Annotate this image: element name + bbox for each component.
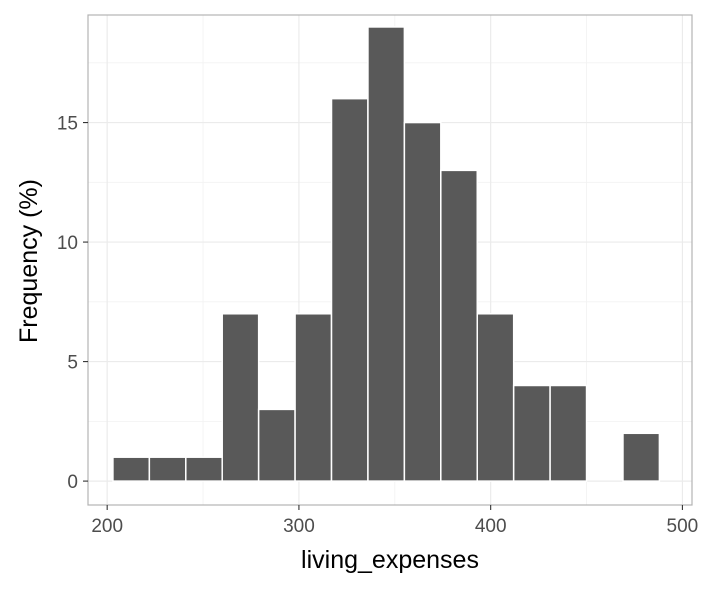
x-tick-label: 400 (475, 516, 507, 537)
axes: 200 300 400 500 0 5 10 15 (57, 114, 698, 537)
histogram-bar (367, 26, 406, 482)
histogram-bar (257, 408, 296, 482)
y-tick-label: 5 (67, 353, 78, 374)
y-tick-label: 10 (57, 233, 78, 254)
histogram-bar (476, 313, 515, 482)
x-tick-label: 500 (667, 516, 699, 537)
y-tick-label: 15 (57, 114, 78, 135)
histogram-bar (440, 169, 478, 482)
histogram-bar (112, 456, 151, 482)
y-axis-title: Frequency (%) (15, 179, 43, 343)
histogram-bar (403, 121, 442, 482)
histogram-bar (221, 313, 260, 482)
x-axis-title: living_expenses (301, 546, 479, 574)
histogram-bar (185, 456, 223, 482)
histogram-bar (622, 432, 661, 482)
x-tick-label: 300 (283, 516, 315, 537)
histogram-bar (512, 384, 551, 482)
histogram-bar (148, 456, 187, 482)
histogram-bar (330, 97, 369, 482)
y-tick-label: 0 (67, 472, 78, 493)
histogram-bar (294, 313, 333, 482)
histogram-bar (549, 384, 588, 482)
panel-border (87, 14, 693, 506)
histogram-bars (112, 26, 661, 482)
x-tick-label: 200 (91, 516, 123, 537)
